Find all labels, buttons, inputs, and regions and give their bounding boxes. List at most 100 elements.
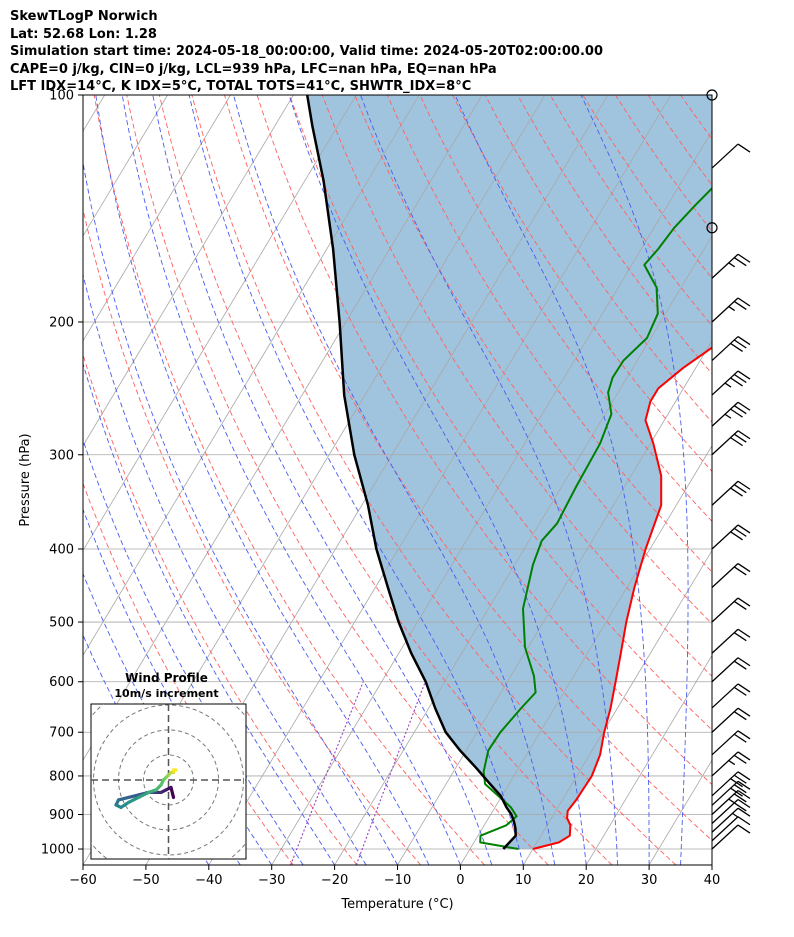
dry-adiabat [83, 207, 422, 865]
isotherm-line [208, 95, 672, 865]
x-tick-label: −20 [321, 873, 348, 888]
isotherm-line [775, 95, 794, 865]
wind-barb [711, 798, 751, 824]
hodograph-segment [126, 793, 141, 800]
mixing-ratio-lines [290, 681, 426, 865]
x-tick-label: 30 [641, 873, 658, 888]
y-tick-label: 300 [49, 448, 74, 463]
wind-barb [711, 336, 751, 362]
dry-adiabat [386, 95, 712, 573]
y-tick-label: 700 [49, 726, 74, 741]
x-tick-label: 10 [515, 873, 532, 888]
x-tick-label: −50 [132, 873, 159, 888]
dry-adiabat [224, 95, 712, 842]
moist-adiabat [188, 95, 524, 865]
y-tick-label: 500 [49, 616, 74, 631]
wind-barb [711, 480, 751, 506]
x-tick-label: −30 [258, 873, 285, 888]
wind-barb [711, 597, 751, 623]
dry-adiabat [321, 95, 712, 677]
hodograph-segment [116, 795, 131, 802]
dry-adiabat [354, 95, 712, 625]
isotherm-line [83, 95, 168, 237]
moist-adiabat [152, 95, 493, 865]
dry-adiabat [419, 95, 712, 523]
x-tick-label: −60 [69, 873, 96, 888]
wind-barb [711, 751, 751, 777]
plot-area [83, 95, 794, 865]
wind-barb [711, 562, 751, 589]
temperature-line [532, 346, 712, 850]
dewpoint-line [479, 186, 712, 850]
moist-adiabat [288, 95, 587, 865]
x-tick-label: 20 [578, 873, 595, 888]
y-tick-label: 200 [49, 315, 74, 330]
hodograph-segment [169, 785, 176, 800]
dry-adiabat [746, 95, 794, 865]
header-stability: CAPE=0 j/kg, CIN=0 j/kg, LCL=939 hPa, LF… [10, 61, 497, 77]
moist-adiabat [83, 572, 241, 865]
dry-adiabat [191, 95, 677, 865]
dry-adiabat [83, 353, 358, 865]
y-tick-label: 400 [49, 542, 74, 557]
x-tick-label: 0 [456, 873, 464, 888]
wind-profile-inset: Wind Profile 10m/s increment [90, 671, 247, 860]
wind-barb [706, 222, 718, 234]
isotherm-line [83, 95, 357, 552]
y-tick-label: 100 [49, 89, 74, 104]
y-axis-label: Pressure (hPa) [18, 433, 33, 526]
hodograph-segment [136, 790, 151, 800]
wind-barb [711, 657, 751, 683]
moist-adiabat [83, 273, 367, 865]
wind-barb [711, 370, 751, 396]
isotherm-line [711, 864, 712, 865]
wind-barb [711, 143, 751, 169]
moist-adiabat [83, 160, 398, 865]
wind-barb [711, 628, 751, 654]
mixing-ratio-line [355, 681, 426, 865]
wind-barb [711, 253, 751, 279]
y-tick-label: 600 [49, 675, 74, 690]
x-tick-label: 40 [704, 873, 721, 888]
wind-barb [711, 401, 751, 427]
wind-barb [711, 730, 751, 756]
wind-barb [711, 780, 751, 806]
y-tick-label: 900 [49, 808, 74, 823]
moist-adiabat [580, 95, 689, 865]
dry-adiabat [126, 95, 549, 865]
dry-adiabat [582, 95, 712, 279]
moist-adiabat [95, 95, 430, 865]
axes: −60 −50 −40 −30 −20 −10 0 10 20 30 40 100 200 300 400 5… [18, 89, 720, 913]
wind-barb [711, 430, 751, 456]
isotherm-line [460, 444, 712, 865]
isotherm-line [83, 95, 231, 342]
wind-barbs [706, 89, 751, 850]
header-station: SkewTLogP Norwich [10, 9, 158, 24]
isotherm-line [522, 549, 712, 865]
wind-profile-title: Wind Profile [125, 671, 208, 685]
isotherm-line [83, 95, 294, 447]
header-times: Simulation start time: 2024-05-18_00:00:… [10, 44, 603, 59]
moist-adiabat [121, 95, 461, 865]
dry-adiabat [452, 95, 712, 472]
instability-fill [307, 95, 712, 849]
dry-adiabat [158, 95, 613, 865]
moist-adiabat [360, 95, 619, 865]
dry-adiabat [713, 95, 794, 865]
hodograph-segment [126, 795, 141, 805]
wind-barb [711, 683, 751, 709]
wind-barb [711, 816, 751, 842]
moist-adiabat [83, 362, 335, 865]
isotherm-line [585, 654, 712, 865]
y-tick-label: 800 [49, 769, 74, 784]
isotherm-line [334, 235, 712, 865]
dry-adiabat [778, 95, 794, 865]
wind-barb [711, 524, 751, 550]
header-location: Lat: 52.68 Lon: 1.28 [10, 26, 157, 42]
x-axis-label: Temperature (°C) [340, 897, 453, 912]
parcel-line [305, 95, 517, 850]
wind-barb [711, 297, 751, 323]
wind-barb [711, 789, 751, 815]
isotherm-line [83, 95, 420, 657]
